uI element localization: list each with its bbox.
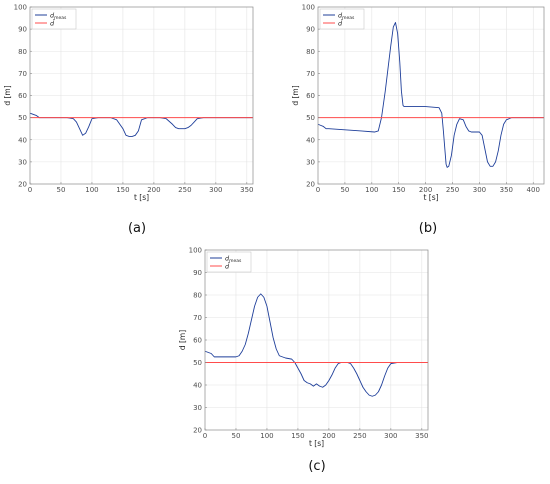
x-tick-label: 150 (392, 186, 405, 194)
legend-box (206, 251, 252, 273)
y-tick-label: 80 (18, 48, 27, 56)
y-tick-label: 90 (18, 26, 27, 34)
x-tick-label: 0 (316, 186, 320, 194)
x-tick-label: 50 (232, 432, 241, 440)
x-tick-label: 400 (527, 186, 540, 194)
y-tick-label: 30 (306, 158, 315, 166)
x-tick-label: 50 (340, 186, 349, 194)
series-line-d_meas (29, 112, 253, 137)
x-tick-label: 50 (57, 186, 66, 194)
x-tick-label: 200 (322, 432, 335, 440)
x-tick-label: 150 (116, 186, 129, 194)
x-axis-label: t [s] (134, 193, 149, 202)
x-tick-label: 250 (353, 432, 366, 440)
panel-caption: (b) (419, 221, 437, 236)
y-tick-label: 50 (18, 114, 27, 122)
x-tick-label: 300 (473, 186, 486, 194)
legend-box (31, 8, 77, 30)
y-tick-label: 20 (18, 181, 27, 189)
x-tick-label: 0 (203, 432, 207, 440)
y-tick-label: 90 (193, 269, 202, 277)
y-tick-label: 40 (306, 136, 315, 144)
x-tick-label: 350 (240, 186, 253, 194)
series-line-d_meas (317, 22, 544, 168)
legend-box (319, 8, 365, 30)
x-axis-label: t [s] (309, 439, 324, 448)
x-tick-label: 100 (260, 432, 273, 440)
y-tick-label: 20 (193, 427, 202, 435)
y-tick-label: 100 (189, 247, 202, 255)
y-tick-label: 70 (306, 70, 315, 78)
y-tick-label: 90 (306, 26, 315, 34)
x-tick-label: 100 (85, 186, 98, 194)
y-axis-label: d [m] (291, 85, 300, 105)
y-tick-label: 30 (193, 404, 202, 412)
panel-caption: (a) (128, 221, 146, 236)
x-tick-label: 300 (209, 186, 222, 194)
x-tick-label: 350 (415, 432, 428, 440)
y-tick-label: 80 (306, 48, 315, 56)
y-tick-label: 50 (306, 114, 315, 122)
legend-label-d_bar: d̄ (338, 18, 344, 27)
panel-caption: (c) (308, 459, 325, 474)
y-tick-label: 40 (193, 382, 202, 390)
x-tick-label: 100 (365, 186, 378, 194)
y-tick-label: 30 (18, 158, 27, 166)
x-axis-label: t [s] (423, 193, 438, 202)
x-tick-label: 250 (446, 186, 459, 194)
y-tick-label: 60 (18, 92, 27, 100)
x-tick-label: 200 (419, 186, 432, 194)
chart-panel-3: 0 50 100 150 200 250 300 350 20 30 40 50 60 70 80 90 100… (178, 247, 428, 475)
y-tick-label: 50 (193, 359, 202, 367)
x-tick-label: 250 (178, 186, 191, 194)
x-tick-label: 0 (28, 186, 32, 194)
y-tick-label: 20 (306, 181, 315, 189)
legend-label-d_bar: d̄ (50, 18, 56, 27)
y-tick-label: 70 (18, 70, 27, 78)
legend-label-d_meas: dmeas (50, 11, 67, 21)
chart-panel-2: 0 50 100 150 200 250 300 350 400 20 30 40 50 60 70 80 90… (291, 4, 545, 236)
x-tick-label: 150 (291, 432, 304, 440)
y-tick-label: 80 (193, 292, 202, 300)
y-tick-label: 40 (18, 136, 27, 144)
x-tick-label: 200 (147, 186, 160, 194)
y-tick-label: 70 (193, 314, 202, 322)
series-line-d_meas (204, 293, 428, 397)
chart-panel-1: 0 50 100 150 200 250 300 350 20 30 40 50 60 70 80 90 100… (3, 4, 253, 237)
legend-label-d_bar: d̄ (225, 261, 231, 270)
y-tick-label: 60 (193, 337, 202, 345)
legend-label-d_meas: dmeas (225, 254, 242, 264)
x-tick-label: 300 (384, 432, 397, 440)
y-tick-label: 100 (14, 4, 27, 12)
legend-label-d_meas: dmeas (338, 11, 355, 21)
x-tick-label: 350 (500, 186, 513, 194)
y-axis-label: d [m] (3, 85, 12, 105)
y-tick-label: 100 (302, 4, 315, 12)
y-tick-label: 60 (306, 92, 315, 100)
y-axis-label: d [m] (178, 330, 187, 350)
